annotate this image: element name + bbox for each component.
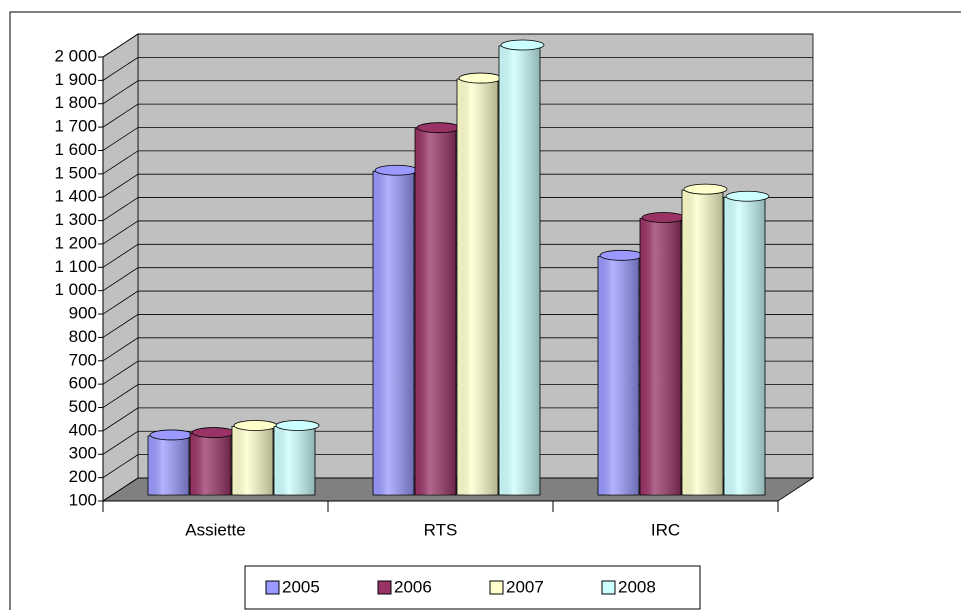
bar-shade: [499, 46, 540, 495]
grid-line: [102, 384, 813, 408]
x-tick-label: IRC: [651, 520, 680, 539]
bar-shade: [724, 197, 765, 495]
bar-top: [725, 190, 770, 202]
y-tick-label: 400: [69, 420, 97, 439]
bar-shade: [148, 435, 189, 495]
bar-shade: [232, 426, 273, 495]
legend-label: 2005: [282, 577, 320, 596]
y-tick-label: 1 400: [54, 187, 97, 206]
y-tick-label: 700: [69, 350, 97, 369]
bar-top: [683, 183, 728, 195]
grid-line: [102, 220, 813, 245]
bar-shade: [640, 218, 681, 495]
y-tick-label: 500: [69, 397, 97, 416]
y-tick-label: 1 000: [54, 280, 97, 299]
y-tick-label: 300: [69, 444, 97, 463]
y-tick-label: 1 900: [54, 70, 97, 89]
grid-line: [102, 267, 813, 292]
bar-shade: [457, 79, 498, 495]
y-tick-label: 1 100: [54, 257, 97, 276]
x-tick-label: Assiette: [185, 520, 245, 539]
legend-label: 2006: [394, 577, 432, 596]
grid-line: [102, 243, 813, 268]
grid-line: [102, 197, 813, 221]
grid-line: [102, 407, 813, 432]
bar-top: [149, 429, 194, 441]
bar-shade: [190, 433, 231, 495]
x-tick-label: RTS: [424, 520, 458, 539]
legend-label: 2007: [506, 577, 544, 596]
grid-line: [102, 150, 813, 175]
bar-top: [275, 420, 320, 431]
legend-swatch: [265, 580, 280, 595]
bar-shade: [598, 256, 639, 495]
y-tick-label: 1 200: [54, 233, 97, 252]
y-tick-label: 800: [69, 327, 97, 346]
bar-shade: [682, 190, 723, 495]
grid-line: [102, 173, 813, 198]
grid-line: [102, 127, 813, 151]
grid-line: [102, 80, 813, 105]
bar-top: [500, 39, 545, 51]
bar-top: [641, 212, 686, 223]
bar-top: [416, 122, 461, 134]
grid-line: [102, 477, 813, 502]
y-tick-label: 2 000: [54, 46, 97, 65]
bar-top: [191, 427, 236, 438]
grid-line: [102, 430, 813, 455]
legend-label: 2008: [618, 577, 656, 596]
grid-line: [102, 360, 813, 385]
grid-line: [102, 337, 813, 362]
y-tick-label: 1 700: [54, 117, 97, 136]
bar-shade: [415, 128, 456, 496]
chart-border: [9, 11, 961, 610]
y-tick-label: 1 800: [54, 93, 97, 112]
bar-shade: [274, 426, 315, 495]
y-tick-label: 100: [69, 490, 97, 509]
bar-top: [374, 164, 419, 176]
grid-line: [102, 56, 813, 81]
bar-top: [233, 420, 278, 431]
legend: [244, 565, 701, 610]
bar-top: [458, 72, 503, 84]
bar-shade: [373, 171, 414, 495]
y-tick-label: 1 500: [54, 163, 97, 182]
legend-swatch: [601, 580, 616, 595]
grid: [102, 33, 813, 502]
legend-items: 2005 2006 2007 2008: [265, 577, 656, 596]
legend-swatch: [489, 580, 504, 595]
grid-line: [102, 33, 813, 58]
y-tick-label: 1 600: [54, 140, 97, 159]
y-tick-label: 600: [69, 374, 97, 393]
side-wall: [102, 33, 139, 502]
grid-line: [102, 314, 813, 338]
y-tick-label: 1 300: [54, 210, 97, 229]
grid-line: [102, 103, 813, 128]
bar-top: [599, 249, 644, 261]
bars: [147, 39, 770, 496]
grid-line: [102, 454, 813, 478]
y-tick-label: 200: [69, 467, 97, 486]
y-tick-label: 900: [69, 304, 97, 323]
grid-line: [102, 290, 813, 315]
legend-swatch: [377, 580, 392, 595]
